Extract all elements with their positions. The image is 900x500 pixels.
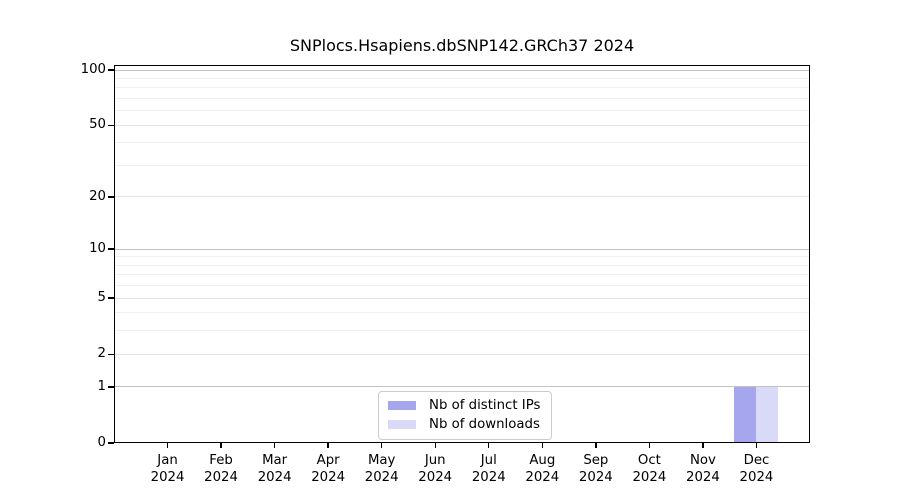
x-tick-mark: [273, 443, 276, 448]
month-label: Aug: [529, 453, 556, 468]
y-tick-mark: [108, 442, 114, 444]
y-tick-mark: [108, 248, 114, 250]
x-axis-tick-label: Jan 2024: [136, 452, 200, 486]
y-tick-mark: [108, 297, 114, 299]
month-label: Sep: [583, 453, 609, 468]
legend-item-distinct-ips: Nb of distinct IPs: [388, 398, 540, 413]
x-axis-tick-label: Mar 2024: [243, 452, 307, 486]
minor-gridline: [114, 264, 810, 266]
minor-gridline: [114, 87, 810, 89]
x-tick-mark: [220, 443, 222, 448]
y-tick-mark: [108, 69, 114, 71]
year-label: 2024: [632, 470, 667, 485]
x-tick-mark: [380, 443, 383, 448]
year-label: 2024: [150, 470, 185, 485]
y-axis-tick-label: 10: [89, 241, 106, 257]
y-tick-mark: [108, 124, 114, 126]
minor-gridline: [114, 142, 810, 144]
year-label: 2024: [364, 470, 399, 485]
minor-gridline: [114, 77, 810, 79]
y-axis-tick-label: 100: [80, 62, 106, 77]
year-label: 2024: [257, 470, 292, 485]
gridline: [114, 386, 810, 388]
month-label: May: [367, 453, 396, 468]
minor-gridline: [114, 285, 810, 287]
gridline: [114, 124, 810, 126]
bar-dec-1: [756, 386, 779, 443]
gridline: [114, 196, 810, 198]
y-axis-tick-label: 1: [97, 378, 106, 394]
gridline: [114, 69, 810, 71]
legend-swatch-downloads: [388, 420, 416, 429]
year-label: 2024: [418, 470, 453, 485]
year-label: 2024: [739, 470, 774, 485]
legend-swatch-distinct-ips: [388, 401, 416, 410]
x-tick-mark: [648, 443, 651, 448]
year-label: 2024: [204, 470, 238, 485]
x-tick-mark: [434, 443, 436, 448]
minor-gridline: [114, 312, 810, 314]
x-axis-tick-label: Sep 2024: [564, 452, 628, 486]
legend: Nb of distinct IPs Nb of downloads: [378, 391, 553, 440]
y-tick-mark: [108, 386, 114, 388]
x-tick-mark: [327, 443, 329, 448]
x-tick-mark: [702, 443, 704, 448]
y-axis-tick-label: 5: [97, 290, 106, 306]
x-tick-mark: [595, 443, 597, 448]
minor-gridline: [114, 164, 810, 166]
y-tick-mark: [108, 353, 114, 355]
minor-gridline: [114, 97, 810, 99]
legend-label-distinct-ips: Nb of distinct IPs: [429, 398, 541, 413]
plot-area: [108, 65, 810, 448]
minor-gridline: [114, 274, 810, 276]
y-axis-tick-label: 50: [89, 117, 106, 133]
x-axis-tick-label: Aug 2024: [510, 452, 574, 486]
gridline: [114, 297, 810, 299]
x-axis-tick-label: May 2024: [350, 452, 414, 486]
x-axis-tick-label: Dec 2024: [724, 452, 788, 486]
month-label: Feb: [209, 453, 233, 468]
y-axis-tick-label: 0: [97, 435, 106, 450]
x-axis-tick-label: Jul 2024: [457, 452, 521, 486]
gridline: [114, 248, 810, 250]
x-tick-mark: [488, 443, 490, 448]
month-label: Oct: [637, 453, 661, 468]
year-label: 2024: [578, 470, 613, 485]
legend-label-downloads: Nb of downloads: [429, 417, 540, 432]
year-label: 2024: [311, 470, 346, 485]
month-label: Jan: [157, 453, 178, 468]
year-label: 2024: [471, 470, 506, 485]
year-label: 2024: [525, 470, 560, 485]
y-axis-tick-label: 2: [97, 346, 106, 362]
month-label: Mar: [262, 453, 288, 468]
x-tick-mark: [166, 443, 169, 448]
x-axis-tick-label: Jun 2024: [403, 452, 467, 486]
minor-gridline: [114, 110, 810, 112]
year-label: 2024: [686, 470, 720, 485]
x-tick-mark: [541, 443, 543, 448]
month-label: Jun: [424, 453, 446, 468]
x-axis-tick-label: Feb 2024: [189, 452, 253, 486]
x-axis-tick-label: Apr 2024: [296, 452, 360, 486]
chart-title: SNPlocs.Hsapiens.dbSNP142.GRCh37 2024: [289, 36, 635, 55]
bar-dec-0: [734, 386, 757, 443]
x-tick-mark: [755, 443, 758, 448]
month-label: Jul: [480, 453, 497, 468]
legend-item-downloads: Nb of downloads: [388, 417, 540, 432]
month-label: Nov: [689, 453, 716, 468]
minor-gridline: [114, 256, 810, 258]
gridline: [114, 353, 810, 355]
month-label: Apr: [316, 453, 340, 468]
y-tick-mark: [108, 196, 114, 198]
month-label: Dec: [743, 453, 770, 468]
y-axis-tick-label: 20: [89, 188, 106, 204]
x-axis-tick-label: Nov 2024: [671, 452, 735, 486]
x-axis-tick-label: Oct 2024: [617, 452, 681, 486]
minor-gridline: [114, 330, 810, 332]
